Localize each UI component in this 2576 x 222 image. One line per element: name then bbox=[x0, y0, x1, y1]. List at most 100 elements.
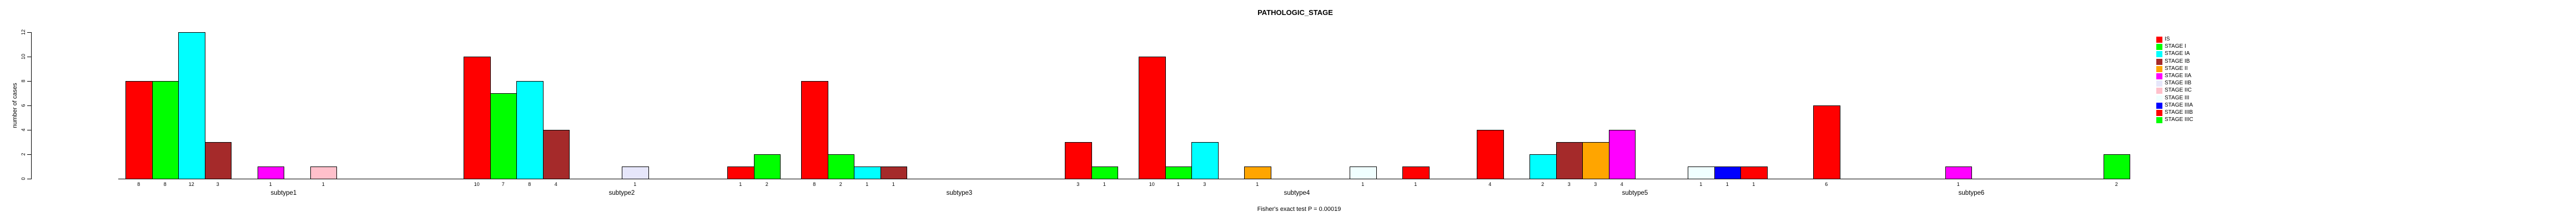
bar-value-label: 1 bbox=[269, 181, 272, 187]
bar-value-label: 2 bbox=[1541, 181, 1544, 187]
legend-label: STAGE IIIA bbox=[2165, 102, 2193, 108]
bar-value-label: 1 bbox=[1956, 181, 1960, 187]
bar-value-label: 1 bbox=[1725, 181, 1729, 187]
legend-swatch bbox=[2156, 37, 2162, 43]
legend-label: STAGE IB bbox=[2165, 58, 2190, 64]
legend-swatch bbox=[2156, 58, 2162, 65]
legend-swatch bbox=[2156, 88, 2162, 94]
bar-value-label: 4 bbox=[1488, 181, 1492, 187]
bar-subtype4-stage-iii bbox=[1350, 167, 1377, 179]
bar-value-label: 3 bbox=[1076, 181, 1080, 187]
legend-label: STAGE III bbox=[2165, 94, 2190, 101]
bar-value-label: 10 bbox=[474, 181, 480, 187]
bar-subtype1-stage-ia bbox=[178, 32, 205, 179]
y-tick bbox=[27, 154, 31, 155]
legend-label: IS bbox=[2165, 36, 2170, 42]
bar-value-label: 1 bbox=[1256, 181, 1259, 187]
bar-subtype5-stage-iii bbox=[1688, 167, 1715, 179]
bar-value-label: 1 bbox=[321, 181, 325, 187]
bar-subtype4-stage-ii bbox=[1244, 167, 1271, 179]
bar-subtype2-stage-iiib bbox=[727, 167, 754, 179]
bar-value-label: 4 bbox=[554, 181, 557, 187]
y-tick bbox=[27, 105, 31, 106]
bar-value-label: 4 bbox=[1620, 181, 1623, 187]
legend-swatch bbox=[2156, 51, 2162, 58]
bar-value-label: 1 bbox=[633, 181, 637, 187]
x-category-label: subtype5 bbox=[1622, 190, 1648, 196]
bar-subtype3-stage-ib bbox=[880, 167, 907, 179]
bar-value-label: 8 bbox=[137, 181, 140, 187]
legend-swatch bbox=[2156, 102, 2162, 109]
bar-subtype1-is bbox=[125, 81, 153, 179]
bar-subtype1-stage-i bbox=[152, 81, 179, 179]
bar-value-label: 8 bbox=[163, 181, 167, 187]
bar-subtype4-stage-i bbox=[1165, 167, 1192, 179]
y-tick-label: 6 bbox=[21, 104, 26, 107]
legend-label: STAGE IIIB bbox=[2165, 109, 2193, 115]
y-axis-title: number of cases bbox=[12, 83, 18, 128]
y-tick-label: 10 bbox=[21, 53, 26, 60]
y-tick-label: 12 bbox=[21, 29, 26, 36]
bar-subtype2-stage-iib bbox=[622, 167, 649, 179]
x-category-label: subtype6 bbox=[1958, 190, 1985, 196]
bar-value-label: 1 bbox=[866, 181, 869, 187]
bar-subtype1-stage-ib bbox=[204, 142, 232, 179]
bar-value-label: 10 bbox=[1149, 181, 1155, 187]
legend-label: STAGE IIIC bbox=[2165, 117, 2193, 123]
x-category-label: subtype4 bbox=[1284, 190, 1310, 196]
x-category-label: subtype2 bbox=[608, 190, 635, 196]
bar-value-label: 2 bbox=[765, 181, 768, 187]
y-axis-line bbox=[31, 32, 32, 179]
bar-subtype5-stage-ia bbox=[1530, 154, 1557, 179]
bar-subtype5-stage-iiib bbox=[1740, 167, 1768, 179]
x-category-label: subtype3 bbox=[946, 190, 973, 196]
bar-subtype2-stage-i bbox=[490, 93, 517, 179]
bar-subtype1-stage-iia bbox=[257, 167, 284, 179]
bar-subtype3-stage-i bbox=[827, 154, 854, 179]
x-category-label: subtype1 bbox=[270, 190, 297, 196]
bar-subtype6-stage-iiic bbox=[2103, 154, 2130, 179]
legend-swatch bbox=[2156, 117, 2162, 124]
bar-subtype4-stage-ia bbox=[1191, 142, 1219, 179]
bar-value-label: 3 bbox=[1567, 181, 1571, 187]
y-tick-label: 0 bbox=[21, 177, 26, 180]
bar-subtype6-stage-iia bbox=[1945, 167, 1972, 179]
legend-swatch bbox=[2156, 44, 2162, 51]
bar-subtype5-stage-iiia bbox=[1714, 167, 1741, 179]
legend-label: STAGE IIB bbox=[2165, 80, 2192, 87]
bar-subtype5-stage-ii bbox=[1582, 142, 1609, 179]
bar-subtype3-stage-ia bbox=[854, 167, 881, 179]
bar-subtype6-is bbox=[1813, 105, 1840, 179]
legend-label: STAGE IA bbox=[2165, 51, 2190, 57]
bar-subtype5-stage-iia bbox=[1608, 130, 1636, 179]
bar-subtype5-is bbox=[1477, 130, 1504, 179]
bar-subtype3-stage-iiic bbox=[1091, 167, 1118, 179]
bar-value-label: 6 bbox=[1825, 181, 1828, 187]
bar-subtype2-stage-iiic bbox=[753, 154, 781, 179]
legend-swatch bbox=[2156, 110, 2162, 116]
y-tick-label: 2 bbox=[21, 153, 26, 156]
legend-swatch bbox=[2156, 80, 2162, 87]
bar-subtype3-stage-iiib bbox=[1065, 142, 1092, 179]
bar-subtype3-is bbox=[801, 81, 828, 179]
legend-label: STAGE IIC bbox=[2165, 87, 2192, 94]
bar-value-label: 7 bbox=[501, 181, 505, 187]
bar-value-label: 2 bbox=[2115, 181, 2118, 187]
bar-subtype2-stage-ib bbox=[542, 130, 570, 179]
fishers-test-caption: Fisher's exact test P = 0.00019 bbox=[1257, 206, 1341, 213]
bar-value-label: 3 bbox=[1594, 181, 1597, 187]
legend-swatch bbox=[2156, 95, 2162, 102]
bar-value-label: 1 bbox=[1752, 181, 1755, 187]
bar-value-label: 1 bbox=[1176, 181, 1180, 187]
bar-value-label: 1 bbox=[1414, 181, 1417, 187]
legend-label: STAGE II bbox=[2165, 65, 2188, 72]
y-tick-label: 4 bbox=[21, 128, 26, 132]
y-tick-label: 8 bbox=[21, 79, 26, 83]
chart-title: PATHOLOGIC_STAGE bbox=[1257, 8, 1333, 17]
bar-subtype2-stage-ia bbox=[516, 81, 544, 179]
bar-subtype4-stage-iiib bbox=[1402, 167, 1430, 179]
bar-value-label: 8 bbox=[528, 181, 531, 187]
bar-value-label: 1 bbox=[1699, 181, 1703, 187]
bar-value-label: 12 bbox=[188, 181, 194, 187]
